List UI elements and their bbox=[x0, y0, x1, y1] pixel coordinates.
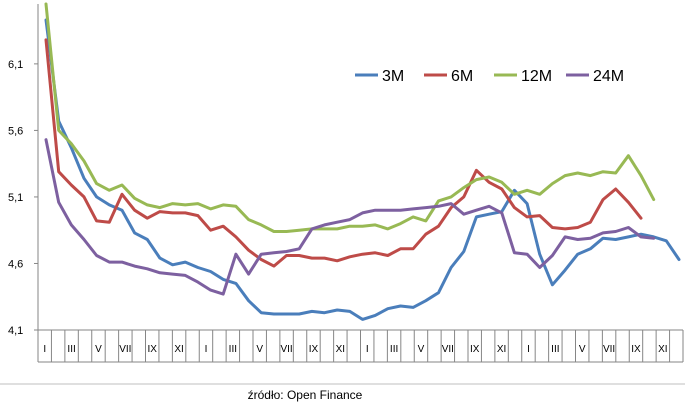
x-tick-label: IX bbox=[147, 344, 157, 355]
legend-label-12m: 12M bbox=[521, 68, 552, 85]
x-tick-label: IX bbox=[309, 344, 319, 355]
series-line-24m bbox=[44, 138, 656, 296]
x-tick-label: XI bbox=[336, 344, 345, 355]
x-tick-label: VII bbox=[442, 344, 454, 355]
x-tick-label: VII bbox=[603, 344, 615, 355]
y-tick-label: 4,1 bbox=[8, 325, 23, 337]
legend-label-3m: 3M bbox=[382, 68, 404, 85]
x-axis-ticks: I III V VII IX XI I III V VII IX XI I III V VII IX XI I III… bbox=[37, 330, 684, 362]
y-tick-label: 4,6 bbox=[8, 258, 23, 270]
y-tick-label: 5,6 bbox=[8, 125, 23, 137]
series-line-12m bbox=[44, 2, 656, 233]
x-tick-label: VII bbox=[280, 344, 292, 355]
legend-label-6m: 6M bbox=[451, 68, 473, 85]
x-tick-label: V bbox=[95, 344, 102, 355]
x-tick-label: III bbox=[229, 344, 237, 355]
x-tick-label: V bbox=[418, 344, 425, 355]
x-tick-label: XI bbox=[497, 344, 506, 355]
y-tick-label: 6,1 bbox=[8, 59, 23, 71]
x-tick-label: I bbox=[366, 344, 369, 355]
x-tick-label: III bbox=[67, 344, 75, 355]
x-tick-label: I bbox=[205, 344, 208, 355]
x-tick-label: XI bbox=[658, 344, 667, 355]
y-tick-label: 5,1 bbox=[8, 192, 23, 204]
x-tick-label: III bbox=[551, 344, 559, 355]
chart-legend: 3M 6M 12M 24M bbox=[355, 68, 624, 85]
x-tick-label: IX bbox=[631, 344, 641, 355]
x-tick-label: I bbox=[527, 344, 530, 355]
x-tick-label: IX bbox=[470, 344, 480, 355]
x-tick-label: XI bbox=[174, 344, 183, 355]
y-axis-ticks: 4,1 4,6 5,1 5,6 6,1 bbox=[8, 59, 38, 337]
series-line-6m bbox=[44, 38, 643, 268]
legend-label-24m: 24M bbox=[593, 68, 624, 85]
x-tick-label: V bbox=[256, 344, 263, 355]
chart-series bbox=[44, 2, 681, 321]
series-line-3m bbox=[44, 18, 681, 321]
source-note: źródło: Open Finance bbox=[247, 388, 363, 402]
x-tick-label: VII bbox=[119, 344, 131, 355]
x-tick-label: III bbox=[390, 344, 398, 355]
x-tick-label: I bbox=[43, 344, 46, 355]
x-tick-label: V bbox=[579, 344, 586, 355]
